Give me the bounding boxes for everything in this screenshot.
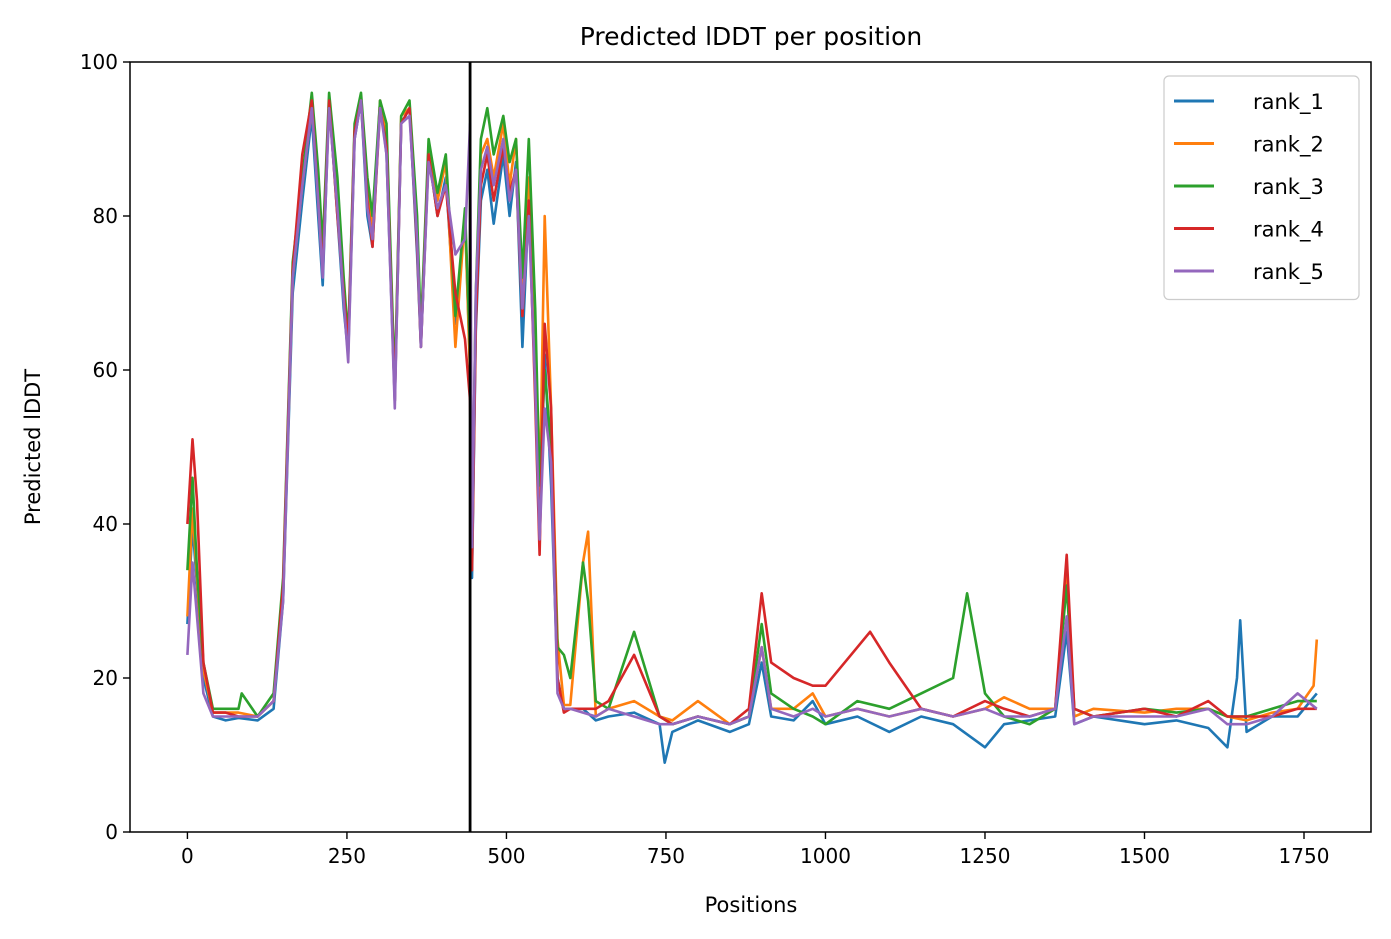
x-tick-label: 500 — [487, 844, 525, 868]
legend-label: rank_3 — [1253, 175, 1324, 200]
legend-label: rank_4 — [1253, 218, 1324, 243]
series-line-rank-5 — [186, 99, 1318, 726]
x-tick-label: 750 — [647, 844, 685, 868]
y-tick-label: 40 — [93, 512, 118, 536]
y-tick-label: 80 — [93, 204, 118, 228]
x-tick-label: 0 — [181, 844, 194, 868]
x-tick-label: 1000 — [800, 844, 851, 868]
x-tick-label: 1250 — [960, 844, 1011, 868]
series-line-rank-3 — [186, 91, 1317, 726]
y-tick-label: 0 — [105, 820, 118, 844]
y-axis-label: Predicted lDDT — [21, 369, 45, 525]
y-tick-label: 100 — [80, 50, 118, 74]
legend: rank_1 rank_2 rank_3 rank_4 rank_5 — [1163, 75, 1360, 301]
x-tick-label: 250 — [328, 844, 366, 868]
x-tick-label: 1500 — [1119, 844, 1170, 868]
y-axis: 0 20 40 60 80 100 — [80, 50, 130, 844]
legend-label: rank_5 — [1253, 260, 1324, 285]
x-axis-label: Positions — [705, 893, 798, 917]
x-tick-label: 1750 — [1279, 844, 1330, 868]
series-layer — [186, 91, 1319, 764]
y-tick-label: 20 — [93, 666, 118, 690]
legend-box — [1163, 75, 1360, 301]
legend-label: rank_1 — [1253, 90, 1324, 115]
y-tick-label: 60 — [93, 358, 118, 382]
chart-title: Predicted lDDT per position — [580, 22, 922, 51]
x-axis: 0 250 500 750 1000 1250 1500 1750 — [181, 832, 1329, 868]
axes-frame — [129, 61, 1372, 833]
legend-label: rank_2 — [1253, 133, 1324, 158]
